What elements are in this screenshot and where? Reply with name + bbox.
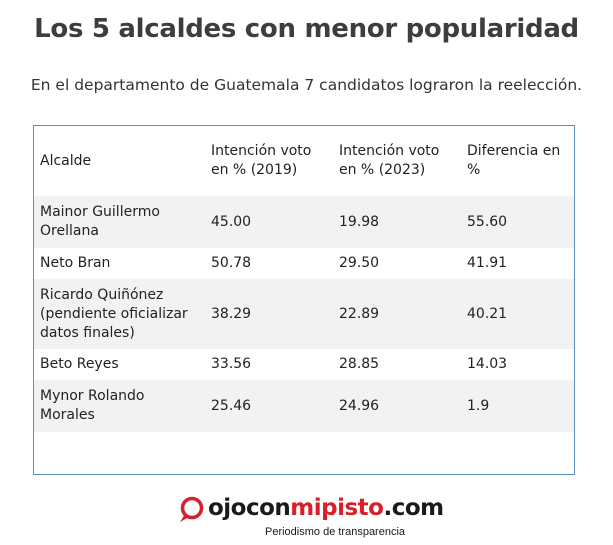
cell-voto-2019: 38.29 xyxy=(205,279,333,349)
cell-voto-2019: 33.56 xyxy=(205,349,333,380)
table-row: Mynor Rolando Morales 25.46 24.96 1.9 xyxy=(34,380,574,432)
column-header-alcalde: Alcalde xyxy=(40,152,92,169)
cell-diferencia: 40.21 xyxy=(461,279,574,349)
cell-voto-2023: 19.98 xyxy=(333,196,461,248)
table-row: Beto Reyes 33.56 28.85 14.03 xyxy=(34,349,574,380)
cell-diferencia: 14.03 xyxy=(461,349,574,380)
cell-voto-2023: 29.50 xyxy=(333,248,461,279)
cell-diferencia: 41.91 xyxy=(461,248,574,279)
cell-voto-2023: 28.85 xyxy=(333,349,461,380)
logo-name-accent: mipisto xyxy=(290,495,384,521)
table-row: Mainor Guillermo Orellana 45.00 19.98 55… xyxy=(34,196,574,248)
logo-name-prefix: ojocon xyxy=(208,495,291,521)
column-header-voto-2019: Intención voto en % (2019) xyxy=(211,143,312,178)
cell-alcalde: Neto Bran xyxy=(34,248,205,279)
cell-voto-2023: 24.96 xyxy=(333,380,461,432)
cell-diferencia: 55.60 xyxy=(461,196,574,248)
cell-voto-2019: 45.00 xyxy=(205,196,333,248)
table-row: Ricardo Quiñónez (pendiente oficializar … xyxy=(34,279,574,349)
cell-alcalde: Ricardo Quiñónez (pendiente oficializar … xyxy=(34,279,205,349)
logo-wordmark: ojoconmipisto.com xyxy=(208,495,444,521)
column-header-voto-2023: Intención voto en % (2023) xyxy=(339,143,440,178)
brand-logo: ojoconmipisto.com Periodismo de transpar… xyxy=(178,493,444,541)
cell-voto-2019: 25.46 xyxy=(205,380,333,432)
page-subtitle: En el departamento de Guatemala 7 candid… xyxy=(30,76,583,94)
cell-voto-2019: 50.78 xyxy=(205,248,333,279)
column-header-diferencia: Diferencia en % xyxy=(467,143,561,178)
data-table: Alcalde Intención voto en % (2019) Inten… xyxy=(34,126,574,432)
cell-diferencia: 1.9 xyxy=(461,380,574,432)
logo-name-suffix: .com xyxy=(383,495,444,521)
speech-bubble-magnifier-icon xyxy=(178,496,204,524)
table-header-row: Alcalde Intención voto en % (2019) Inten… xyxy=(34,126,574,196)
cell-voto-2023: 22.89 xyxy=(333,279,461,349)
table-row: Neto Bran 50.78 29.50 41.91 xyxy=(34,248,574,279)
logo-tagline: Periodismo de transparencia xyxy=(265,526,406,538)
cell-alcalde: Beto Reyes xyxy=(34,349,205,380)
page-title: Los 5 alcaldes con menor popularidad xyxy=(34,14,579,44)
cell-alcalde: Mainor Guillermo Orellana xyxy=(34,196,205,248)
cell-alcalde: Mynor Rolando Morales xyxy=(34,380,205,432)
data-table-container: Alcalde Intención voto en % (2019) Inten… xyxy=(33,125,575,475)
